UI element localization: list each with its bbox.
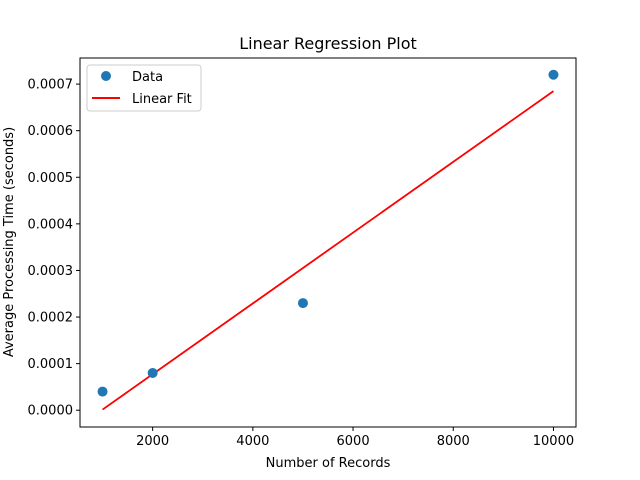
data-point <box>97 386 108 397</box>
x-axis: 2000 4000 6000 8000 10000 <box>136 427 574 449</box>
legend: Data Linear Fit <box>86 64 202 112</box>
plot-area <box>97 69 559 411</box>
legend-data-marker <box>101 71 111 81</box>
data-point <box>297 298 308 309</box>
y-axis-label: Average Processing Time (seconds) <box>2 127 17 357</box>
legend-label-data: Data <box>132 70 163 85</box>
chart-title: Linear Regression Plot <box>239 34 417 53</box>
linear-fit-line <box>102 90 554 411</box>
x-tick-label: 4000 <box>236 434 269 449</box>
legend-frame <box>86 64 202 112</box>
y-axis: 0.0000 0.0001 0.0002 0.0003 0.0004 0.0005 0.00… <box>28 78 80 419</box>
x-axis-label: Number of Records <box>266 456 391 471</box>
y-tick-label: 0.0007 <box>28 78 74 93</box>
y-tick-label: 0.0002 <box>28 311 74 326</box>
x-tick-label: 2000 <box>136 434 169 449</box>
y-tick-label: 0.0006 <box>28 124 74 139</box>
y-tick-label: 0.0000 <box>28 404 74 419</box>
x-tick-label: 10000 <box>533 434 574 449</box>
x-tick-label: 8000 <box>437 434 470 449</box>
axes-frame <box>79 57 577 428</box>
x-tick-label: 6000 <box>337 434 370 449</box>
data-point <box>548 69 559 80</box>
y-tick-label: 0.0001 <box>28 357 74 372</box>
legend-label-linear-fit: Linear Fit <box>132 92 192 107</box>
y-tick-label: 0.0004 <box>28 217 74 232</box>
y-tick-label: 0.0005 <box>28 171 74 186</box>
data-point <box>147 367 158 378</box>
y-tick-label: 0.0003 <box>28 264 74 279</box>
